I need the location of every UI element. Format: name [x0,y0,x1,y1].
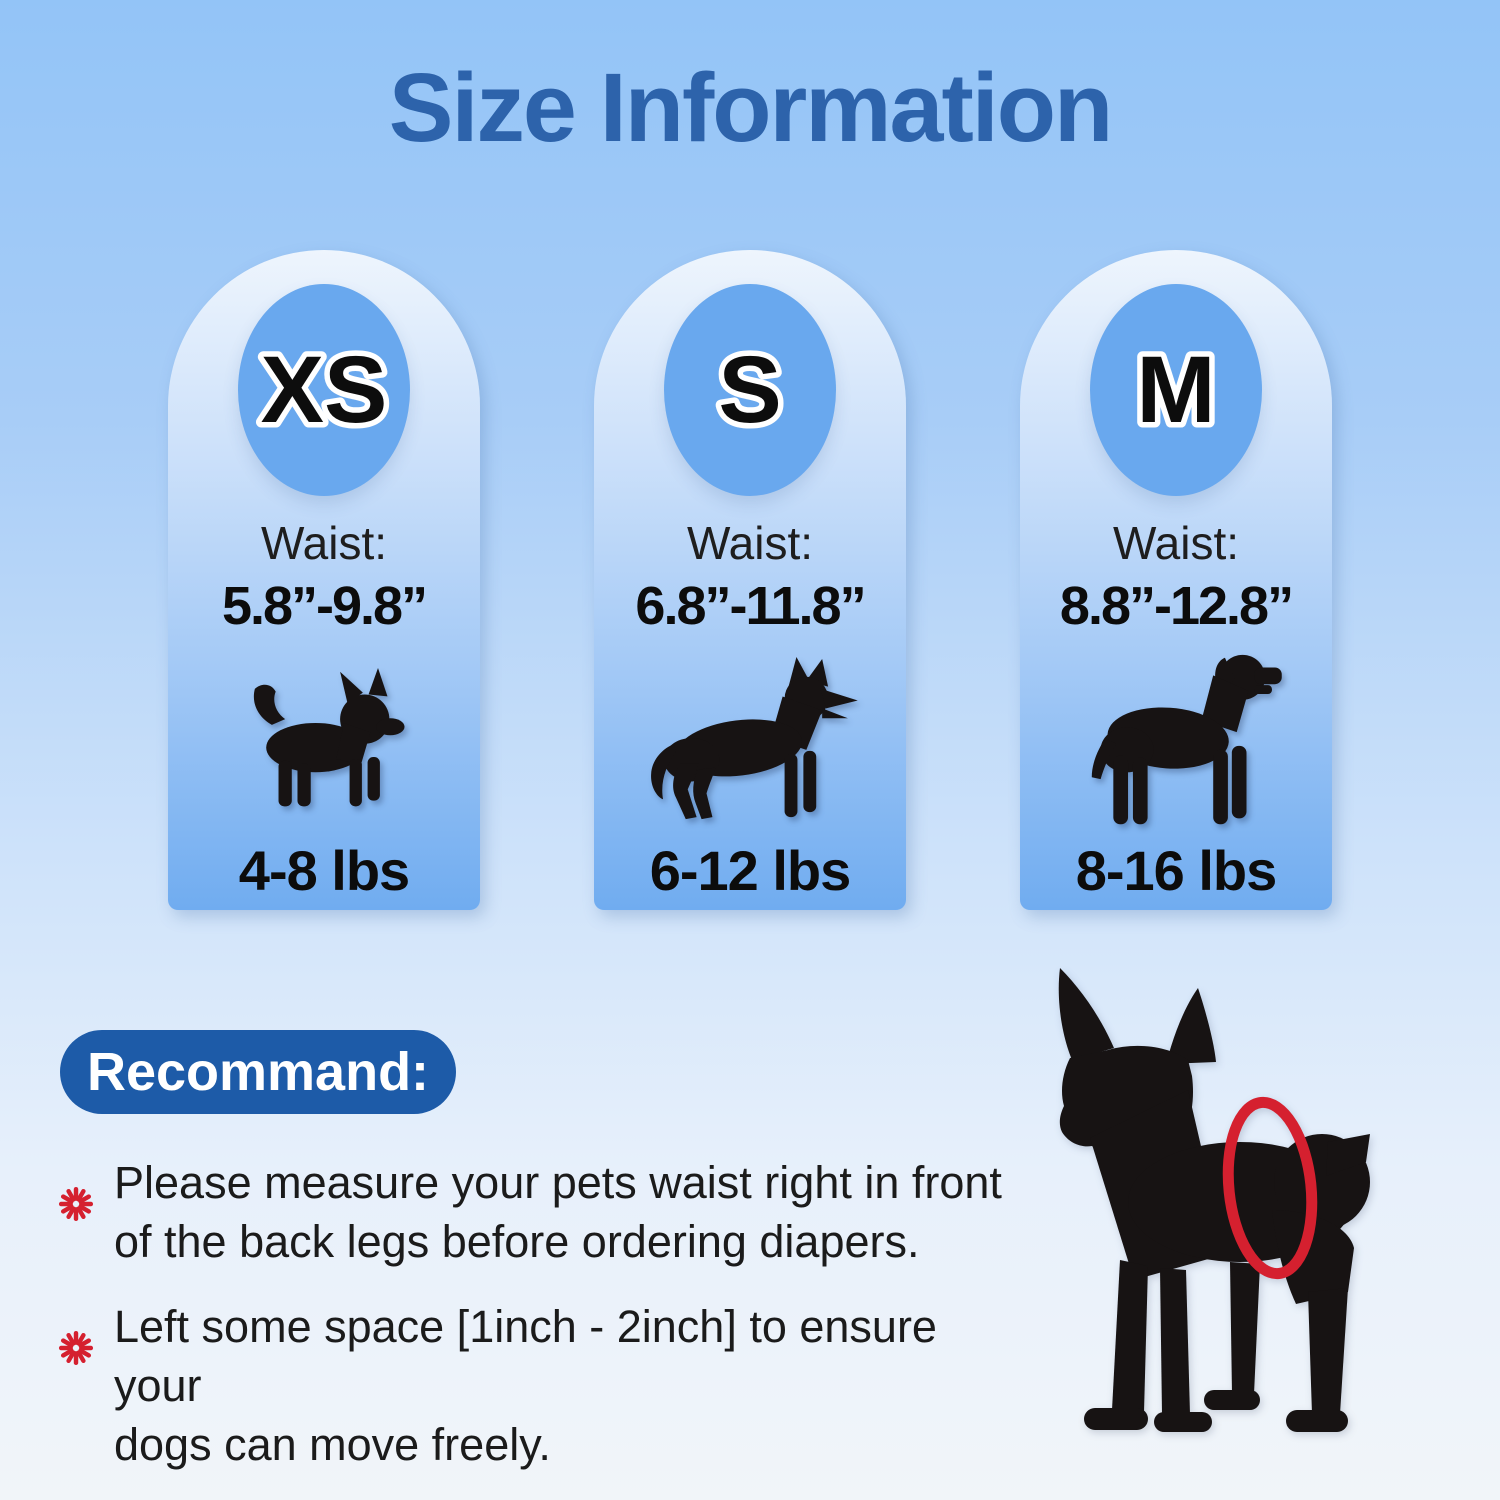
svg-text:XS: XS [261,337,388,443]
red-flower-asterisk-icon [58,1330,94,1365]
note-line: Left some space [1inch - 2inch] to ensur… [114,1300,937,1411]
size-badge-xs: XS [238,284,410,496]
german-shepherd-icon [636,642,864,838]
dog-left-ear [1058,968,1114,1060]
svg-text:S: S [718,337,781,443]
recommend-notes: Please measure your pets waist right in … [58,1154,1018,1500]
note-line: dogs can move freely. [114,1418,551,1470]
size-card-xs: XS Waist: 5.8”-9.8” [168,250,480,910]
size-badge-s: S [664,284,836,496]
waist-label: Waist: [1112,517,1240,569]
size-card-s: S Waist: 6.8”-11.8” [594,250,906,910]
chihuahua-icon [234,642,414,838]
svg-text:M: M [1136,337,1215,443]
size-letter-xs: XS [255,332,393,449]
note-text: Left some space [1inch - 2inch] to ensur… [114,1298,1018,1475]
note-item: Left some space [1inch - 2inch] to ensur… [58,1298,1018,1475]
recommend-badge: Recommand: [60,1030,456,1114]
large-dog-icon [1068,642,1284,838]
waist-label: Waist: [686,517,814,569]
dog-tail [1326,1134,1370,1176]
size-badge-m: M [1090,284,1262,496]
page-title: Size Information [388,53,1114,162]
weight-range: 4-8 lbs [238,839,410,902]
dog-right-ear [1166,988,1216,1064]
weight-range: 8-16 lbs [1075,839,1278,902]
weight-range: 6-12 lbs [649,839,852,902]
waist-measure-ring [1222,1096,1318,1280]
dog-waist-measurement-illustration [1048,962,1380,1454]
waist-range: 8.8”-12.8” [1059,576,1294,636]
note-line: of the back legs before ordering diapers… [114,1215,920,1267]
note-line: Please measure your pets waist right in … [114,1157,1002,1208]
note-text: Please measure your pets waist right in … [114,1154,1002,1272]
waist-range: 6.8”-11.8” [635,576,866,636]
recommend-label: Recommand: [86,1042,430,1102]
size-card-m: M Waist: 8.8”-12.8” [1020,250,1332,910]
waist-range: 5.8”-9.8” [221,576,428,636]
size-letter-s: S [713,332,787,449]
note-item: Please measure your pets waist right in … [58,1154,1018,1272]
waist-label: Waist: [260,517,388,569]
red-flower-asterisk-icon [58,1186,94,1222]
size-cards: XS Waist: 5.8”-9.8” [168,250,1332,910]
size-letter-m: M [1131,332,1221,449]
